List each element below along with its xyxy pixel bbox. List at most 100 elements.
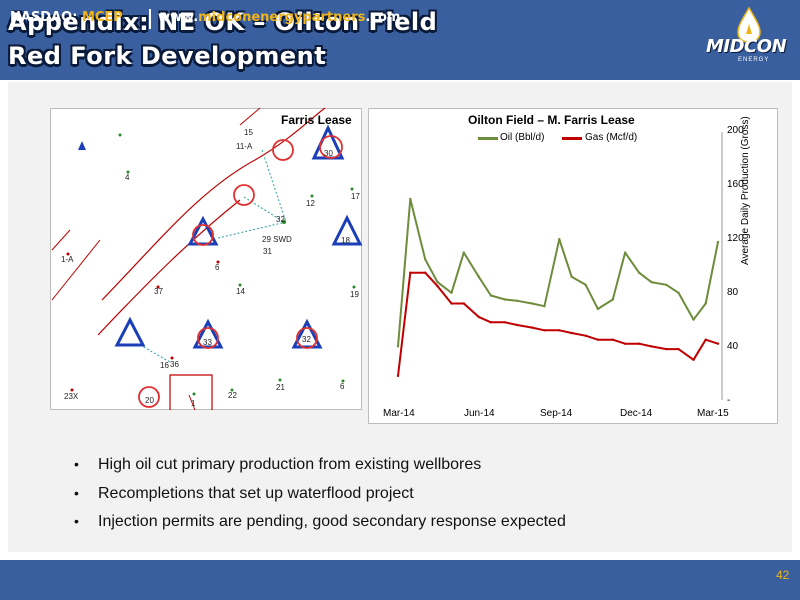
- url-brand: midconenergypartners: [198, 10, 366, 25]
- legend-oil-label: Oil (Bbl/d): [500, 132, 545, 143]
- bullet-item: • High oil cut primary production from ex…: [74, 456, 774, 485]
- gas-data-point: [477, 315, 480, 319]
- well-label: 23X: [64, 392, 79, 401]
- url-suffix: .com: [365, 10, 401, 25]
- slide-title-line1: Appendix: NE OK – Oilton Field: [8, 8, 438, 36]
- bullet-dot-icon: •: [74, 456, 79, 472]
- well-label: 14: [236, 287, 245, 296]
- gas-data-point: [503, 321, 507, 324]
- y-tick-label: 80: [727, 287, 739, 298]
- gas-data-point: [516, 323, 519, 327]
- x-tick-label: Dec-14: [620, 408, 653, 419]
- gas-data-point: [530, 326, 534, 329]
- gas-data-point: [396, 374, 400, 378]
- oil-data-point: [692, 318, 695, 321]
- well-label: 30: [324, 149, 333, 158]
- footer-nasdaq: NASDAQ: MCEP: [10, 10, 123, 25]
- footer-divider: [149, 9, 151, 29]
- oil-data-point: [477, 275, 480, 278]
- production-chart: [368, 108, 778, 424]
- oil-data-point: [530, 302, 534, 305]
- oil-data-point: [677, 291, 680, 294]
- oil-data-point: [596, 307, 600, 311]
- gas-data-point: [611, 338, 614, 341]
- well-label: 12: [306, 199, 315, 208]
- bullet-list: • High oil cut primary production from ex…: [74, 456, 774, 542]
- well-label: 31: [263, 247, 272, 256]
- oil-data-point: [716, 240, 720, 244]
- logo-text: MIDCON: [706, 36, 787, 57]
- gas-data-point: [424, 271, 427, 274]
- gas-data-point: [677, 347, 680, 351]
- well-label: 1-A: [61, 255, 74, 264]
- x-tick-label: Jun-14: [464, 408, 495, 419]
- y-axis-label: Average Daily Production (Gross): [740, 116, 751, 265]
- well-marker-icon: [78, 141, 86, 150]
- well-label: 36: [170, 360, 179, 369]
- lease-map: [50, 108, 362, 410]
- ticker-symbol: MCEP: [81, 10, 123, 25]
- gas-data-point: [436, 284, 439, 288]
- gas-data-point: [558, 329, 561, 332]
- nasdaq-label: NASDAQ:: [10, 10, 82, 25]
- y-tick-label: -: [727, 395, 731, 406]
- well-label: 6: [215, 263, 220, 272]
- url-prefix: www.: [158, 10, 199, 25]
- oil-data-point: [424, 258, 427, 261]
- gas-data-point: [692, 358, 695, 361]
- oil-data-point: [516, 299, 519, 302]
- x-tick-label: Mar-15: [697, 408, 729, 419]
- x-tick-label: Sep-14: [540, 408, 573, 419]
- gas-data-point: [462, 302, 465, 305]
- gas-data-point: [450, 302, 453, 305]
- gas-data-point: [650, 345, 653, 348]
- oil-data-point: [584, 283, 587, 286]
- well-label: 37: [154, 287, 163, 296]
- oil-data-point: [558, 238, 561, 241]
- well-dot-icon: [118, 133, 356, 396]
- well-label: 22: [228, 391, 237, 400]
- oil-data-point: [650, 280, 653, 284]
- well-label: 21: [276, 383, 285, 392]
- bullet-item: • Injection permits are pending, good sec…: [74, 513, 774, 542]
- well-label: 32: [302, 335, 311, 344]
- well-label: 18: [341, 236, 350, 245]
- oil-data-point: [396, 345, 400, 348]
- well-label: 17: [351, 192, 360, 201]
- well-label: 32: [276, 215, 285, 224]
- logo-subtext: ENERGY: [738, 57, 770, 63]
- oil-data-point: [665, 283, 668, 286]
- legend-gas-swatch: [562, 137, 582, 140]
- midcon-logo-icon: [737, 6, 761, 43]
- map-lease-label: Farris Lease: [281, 113, 352, 127]
- well-label: 33: [203, 338, 212, 347]
- oil-data-point: [409, 197, 412, 201]
- bullet-item: • Recompletions that set up waterflood pr…: [74, 485, 774, 514]
- bullet-text: High oil cut primary production from exi…: [98, 456, 482, 473]
- gas-data-point: [704, 338, 707, 341]
- gas-data-point: [596, 338, 600, 341]
- well-label: 11-A: [236, 142, 253, 151]
- x-tick-label: Mar-14: [383, 408, 415, 419]
- footer-url[interactable]: www.midconenergypartners.com: [158, 10, 400, 25]
- bullet-text: Injection permits are pending, good seco…: [98, 513, 566, 530]
- y-tick-label: 200: [727, 125, 744, 136]
- gas-data-point: [637, 342, 641, 345]
- y-tick-label: 40: [727, 341, 739, 352]
- header-bar: [0, 0, 800, 80]
- well-label: 19: [350, 290, 359, 299]
- footer-bar: [0, 560, 800, 600]
- gas-data-point: [543, 329, 546, 332]
- oil-data-point: [637, 271, 641, 274]
- oil-data-point: [489, 294, 493, 297]
- well-label: 16: [160, 361, 169, 370]
- well-label: 29 SWD: [262, 235, 292, 244]
- oil-series-line: [397, 198, 719, 347]
- slide-title-line2: Red Fork Development: [8, 42, 327, 70]
- oil-data-point: [623, 251, 627, 254]
- gas-data-point: [489, 321, 493, 324]
- page-number: 42: [776, 568, 790, 582]
- oil-data-point: [570, 275, 573, 278]
